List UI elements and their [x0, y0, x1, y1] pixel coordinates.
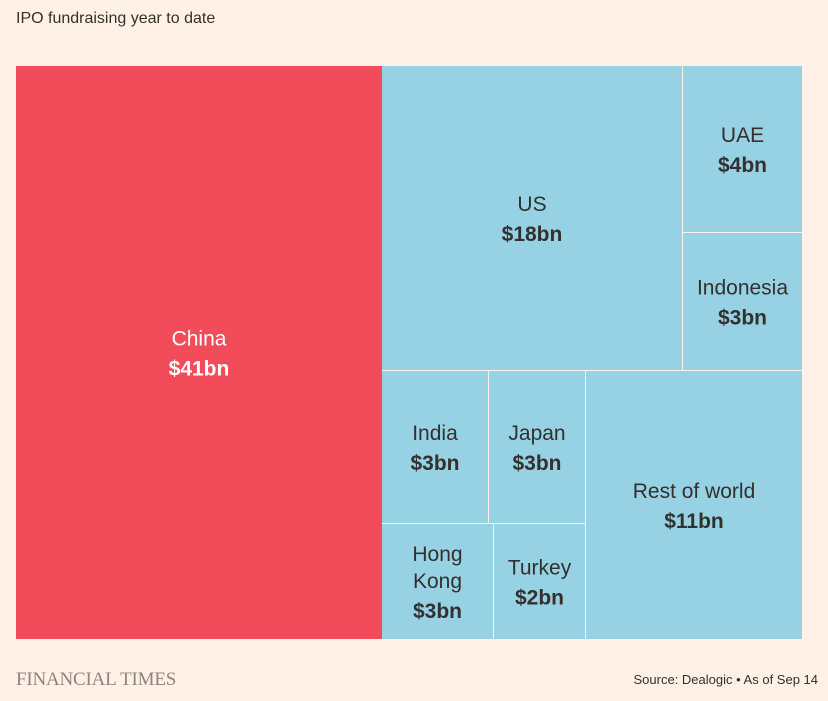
treemap-cell-uae: UAE $4bn [683, 66, 802, 232]
treemap-cell-us: US $18bn [382, 66, 682, 370]
treemap-rect-india [382, 371, 488, 523]
treemap-value-indonesia: $3bn [718, 307, 767, 330]
treemap-cell-hong-kong: Hong Kong $3bn [382, 524, 493, 639]
treemap-label-rest-of-world: Rest of world [633, 480, 756, 503]
treemap-rect-uae [683, 66, 802, 232]
treemap-rect-indonesia [683, 233, 802, 370]
treemap-label-hong-kong: Hong [412, 543, 462, 566]
treemap-cell-rest-of-world: Rest of world $11bn [586, 371, 802, 639]
treemap-value-turkey: $2bn [515, 587, 564, 610]
treemap-rect-hong-kong [382, 524, 493, 639]
treemap-rect-rest-of-world [586, 371, 802, 639]
treemap-label-hong-kong: Kong [413, 570, 462, 593]
treemap-value-china: $41bn [169, 358, 230, 381]
treemap-cell-china: China $41bn [16, 66, 382, 639]
source-note: Source: Dealogic • As of Sep 14 [633, 672, 819, 687]
treemap-cell-india: India $3bn [382, 371, 488, 523]
treemap-label-indonesia: Indonesia [697, 277, 788, 300]
treemap-rect-china [16, 66, 382, 639]
treemap-value-us: $18bn [502, 223, 563, 246]
brand-logo: FINANCIAL TIMES [16, 669, 177, 690]
treemap-label-turkey: Turkey [508, 557, 572, 580]
treemap-value-hong-kong: $3bn [413, 600, 462, 623]
treemap-label-japan: Japan [508, 422, 565, 445]
treemap-label-us: US [517, 193, 546, 216]
treemap-label-china: China [172, 328, 227, 351]
treemap-rect-japan [489, 371, 585, 523]
treemap-cell-indonesia: Indonesia $3bn [683, 233, 802, 370]
treemap-rect-us [382, 66, 682, 370]
treemap-value-uae: $4bn [718, 154, 767, 177]
treemap-cell-japan: Japan $3bn [489, 371, 585, 523]
treemap-label-india: India [412, 422, 458, 445]
treemap-label-uae: UAE [721, 124, 764, 147]
treemap-value-rest-of-world: $11bn [664, 510, 724, 533]
treemap-value-japan: $3bn [512, 452, 561, 475]
chart-title: IPO fundraising year to date [16, 10, 216, 27]
treemap-rect-turkey [494, 524, 585, 639]
treemap-cell-turkey: Turkey $2bn [494, 524, 585, 639]
treemap-value-india: $3bn [410, 452, 459, 475]
